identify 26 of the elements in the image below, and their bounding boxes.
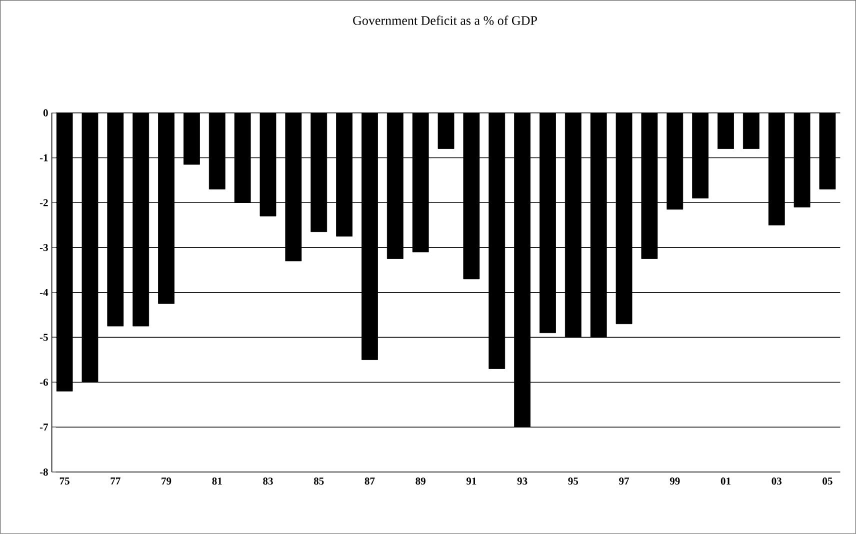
x-tick-label: 87 xyxy=(364,478,375,485)
x-tick-label: 95 xyxy=(568,478,578,485)
x-tick-label: 03 xyxy=(772,478,782,485)
x-tick-label: 01 xyxy=(720,478,730,485)
y-tick-label: -7 xyxy=(40,424,48,431)
x-tick-label: 77 xyxy=(110,478,120,485)
y-tick-label: -6 xyxy=(40,378,48,386)
y-tick-label: 0 xyxy=(43,109,48,116)
x-tick-label: 05 xyxy=(822,478,832,485)
x-tick-label: 89 xyxy=(416,478,426,485)
x-tick-label: 79 xyxy=(162,478,172,485)
y-tick-label: -5 xyxy=(40,334,48,341)
y-tick-label: -8 xyxy=(40,468,48,476)
x-tick-label: 83 xyxy=(263,478,273,485)
x-tick-label: 97 xyxy=(619,478,630,485)
y-tick-label: -2 xyxy=(40,199,48,206)
y-tick-label: -1 xyxy=(40,154,48,162)
x-tick-label: 85 xyxy=(314,478,324,485)
y-tick-label: -3 xyxy=(40,244,48,252)
x-tick-label: 75 xyxy=(60,478,70,485)
chart-title: Government Deficit as a % of GDP xyxy=(353,16,537,26)
x-tick-label: 91 xyxy=(466,478,476,485)
y-tick-label: -4 xyxy=(40,289,48,296)
x-tick-label: 93 xyxy=(517,478,528,485)
x-tick-label: 99 xyxy=(670,478,680,485)
x-tick-label: 81 xyxy=(212,478,222,485)
